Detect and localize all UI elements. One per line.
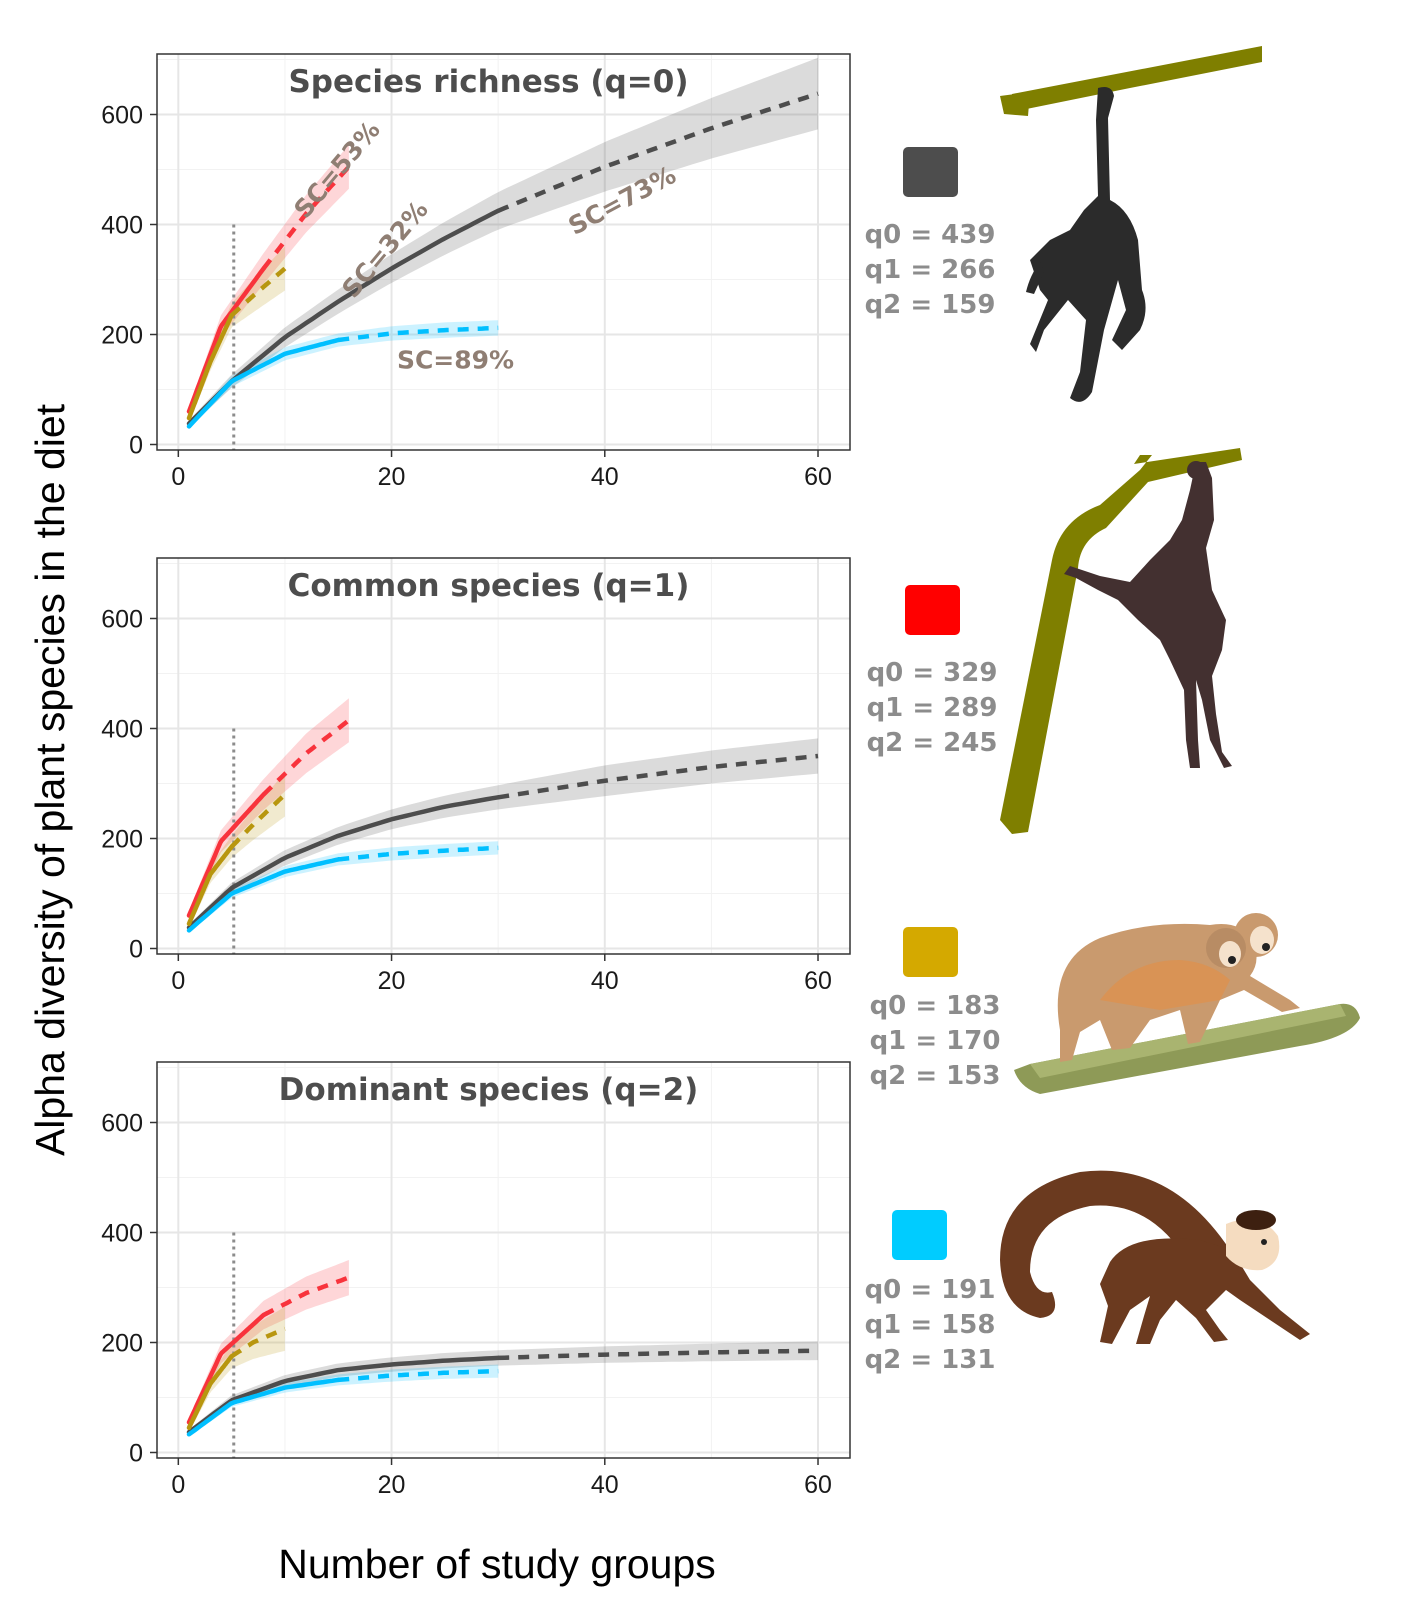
legend-stat: q0 = 191 [865, 1275, 996, 1305]
series-line-extrapolated [497, 753, 819, 800]
squirrel-monkeys-on-log-icon [1014, 913, 1360, 1094]
series-line-extrapolated [337, 845, 499, 862]
series-line-extrapolated [337, 325, 499, 343]
series-line-observed [186, 1312, 266, 1425]
x-tick-label: 40 [591, 463, 619, 491]
legend-stat: q2 = 153 [870, 1061, 1001, 1091]
series-line-observed [186, 266, 266, 414]
x-tick-label: 0 [171, 1471, 185, 1499]
series-line-observed [186, 208, 501, 426]
legend-stat: q2 = 131 [865, 1345, 996, 1375]
legend-stat: q0 = 183 [870, 991, 1001, 1021]
panel-border [156, 557, 851, 955]
series-line-extrapolated [497, 91, 819, 213]
series-line-observed [186, 313, 234, 421]
x-tick-label: 40 [591, 967, 619, 995]
legend-stat: q2 = 159 [865, 290, 996, 320]
series-line-observed [186, 792, 266, 918]
panel-title: Dominant species (q=2) [279, 1072, 699, 1108]
sample-coverage-label: SC=89% [397, 346, 514, 375]
legend-stat: q1 = 289 [867, 693, 998, 723]
legend-swatch [892, 1210, 947, 1260]
panel-background [157, 558, 850, 954]
confidence-band [189, 57, 818, 427]
y-tick-label: 200 [101, 322, 143, 350]
panel-border [156, 1061, 851, 1459]
y-tick-label: 0 [129, 936, 143, 964]
legend-entry: q0 = 191 q1 = 158 q2 = 131 [865, 1210, 996, 1375]
series-line-observed [186, 1355, 501, 1435]
series-line-extrapolated [498, 1348, 818, 1361]
series-line-observed [186, 844, 234, 927]
legend-entry: q0 = 439 q1 = 266 q2 = 159 [865, 147, 996, 320]
series-line-observed [186, 337, 341, 429]
confidence-band [189, 246, 285, 423]
series-line-observed [186, 857, 341, 933]
confidence-band [189, 144, 349, 416]
series-line-extrapolated [261, 165, 351, 270]
legend-stat: q0 = 439 [865, 220, 996, 250]
legend-stat: q1 = 170 [870, 1026, 1001, 1056]
confidence-band [189, 738, 818, 931]
y-tick-label: 600 [101, 1110, 143, 1138]
x-tick-label: 60 [804, 463, 832, 491]
panel-border [156, 53, 851, 451]
y-tick-label: 200 [101, 826, 143, 854]
legend-entry: q0 = 329 q1 = 289 q2 = 245 [867, 585, 998, 758]
panel-background [157, 54, 850, 450]
spider-monkey-hanging-one-arm-icon [1000, 46, 1262, 402]
x-tick-label: 60 [804, 1471, 832, 1499]
x-axis-label: Number of study groups [278, 1541, 716, 1587]
y-tick-label: 400 [101, 212, 143, 240]
capuchin-monkey-walking-icon [1000, 1170, 1310, 1344]
series-line-observed [186, 1377, 341, 1437]
series-line-observed [186, 795, 501, 930]
legend-stat: q2 = 245 [867, 728, 998, 758]
spider-monkey-hanging-two-arms-icon [1000, 448, 1242, 834]
y-tick-label: 0 [129, 432, 143, 460]
legend-swatch [903, 147, 958, 197]
y-tick-label: 200 [101, 1330, 143, 1358]
x-tick-label: 20 [378, 463, 406, 491]
legend: q0 = 439 q1 = 266 q2 = 159 q0 = 329 q1 = 289… [865, 147, 1001, 1375]
legend-stat: q0 = 329 [867, 658, 998, 688]
series-line-extrapolated [229, 792, 287, 849]
panel-title: Species richness (q=0) [288, 64, 688, 100]
x-tick-label: 0 [171, 967, 185, 995]
y-tick-label: 0 [129, 1440, 143, 1468]
legend-swatch [903, 927, 958, 977]
legend-stat: q1 = 158 [865, 1310, 996, 1340]
confidence-band [189, 1260, 349, 1427]
confidence-band [189, 772, 285, 929]
x-tick-label: 20 [378, 967, 406, 995]
confidence-band [189, 1306, 285, 1433]
series-line-extrapolated [262, 1275, 350, 1317]
series-line-extrapolated [230, 1326, 286, 1359]
y-tick-label: 600 [101, 606, 143, 634]
y-axis-label: Alpha diversity of plant species in the … [27, 403, 73, 1156]
x-tick-label: 20 [378, 1471, 406, 1499]
x-tick-label: 40 [591, 1471, 619, 1499]
series-line-extrapolated [337, 1368, 499, 1383]
y-tick-label: 400 [101, 716, 143, 744]
y-tick-label: 400 [101, 1220, 143, 1248]
legend-entry: q0 = 183 q1 = 170 q2 = 153 [870, 927, 1001, 1091]
y-tick-label: 600 [101, 102, 143, 130]
confidence-band [189, 1341, 818, 1435]
x-tick-label: 60 [804, 967, 832, 995]
x-tick-label: 0 [171, 463, 185, 491]
legend-swatch [905, 585, 960, 635]
series-line-observed [186, 1354, 234, 1431]
legend-stat: q1 = 266 [865, 255, 996, 285]
panel-title: Common species (q=1) [288, 568, 690, 604]
